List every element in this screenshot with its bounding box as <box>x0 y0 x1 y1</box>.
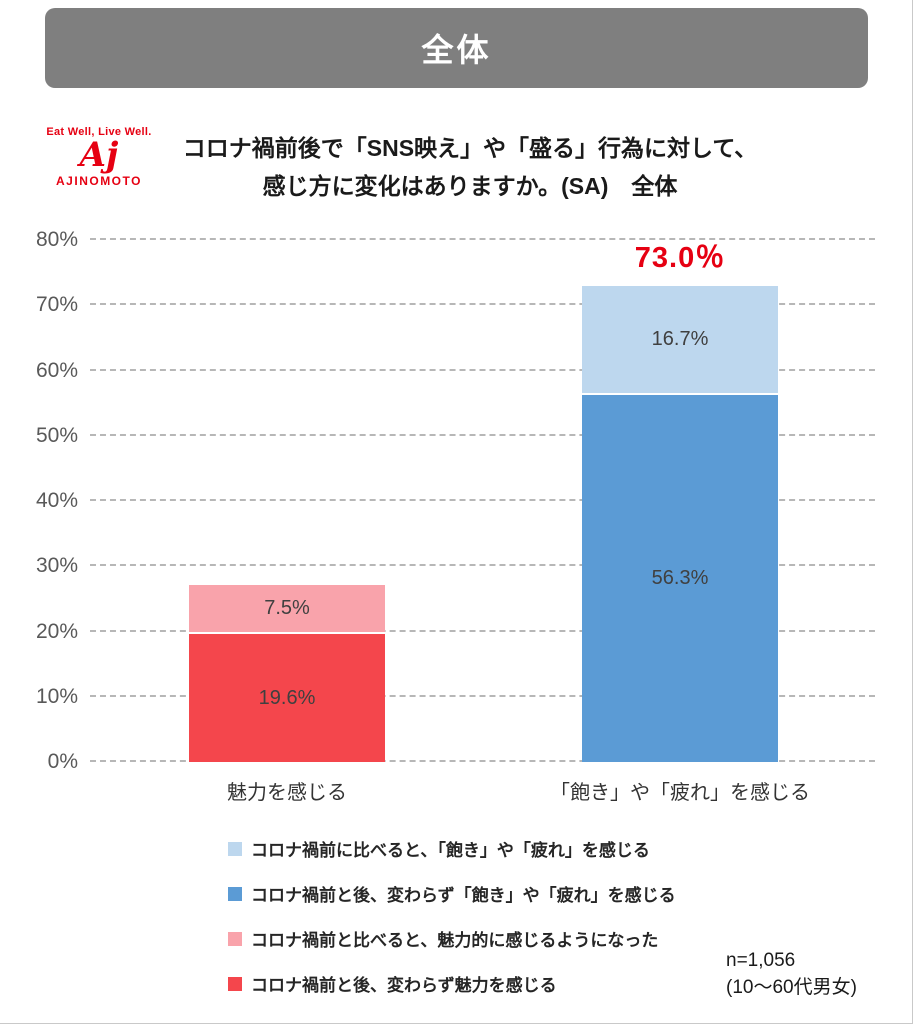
y-axis-tick: 40% <box>35 489 78 512</box>
legend-swatch <box>228 886 242 901</box>
chart-title: コロナ禍前後で「SNS映え」や「盛る」行為に対して、 感じ方に変化はありますか。… <box>150 130 790 206</box>
x-axis-label-tired: 「飽き」や「疲れ」を感じる <box>550 782 810 804</box>
legend: コロナ禍前に比べると、「飽き」や「疲れ」を感じるコロナ禍前と後、変わらず「飽き」… <box>228 836 676 1016</box>
bar-total-label: 73.0％ <box>634 241 726 274</box>
sample-size-scope: (10〜60代男女) <box>726 976 857 998</box>
gridline <box>90 433 875 436</box>
x-axis-label-attractive: 魅力を感じる <box>227 782 347 804</box>
legend-swatch <box>228 976 242 991</box>
y-axis: 0% 10% 20% 30% 40% 50% 60% 70% 80% <box>0 228 82 773</box>
bar-segment: 19.6% <box>189 634 385 762</box>
legend-label: コロナ禍前に比べると、「飽き」や「疲れ」を感じる <box>251 841 650 860</box>
y-axis-tick: 70% <box>35 293 78 317</box>
chart-title-line2: 感じ方に変化はありますか。(SA) 全体 <box>262 172 678 199</box>
sample-size-note: n=1,056 (10〜60代男女) <box>726 948 857 1001</box>
y-axis-tick: 60% <box>35 358 78 382</box>
sample-size-n: n=1,056 <box>726 950 796 971</box>
stacked-bar-chart: 0% 10% 20% 30% 40% 50% 60% 70% 80% 魅力を感じる 「飽き」や「… <box>0 226 912 806</box>
gridline <box>90 238 875 240</box>
gridline <box>90 499 875 501</box>
header-banner: 全体 <box>45 8 868 88</box>
legend-item: コロナ禍前と後、変わらず「飽き」や「疲れ」を感じる <box>228 881 676 906</box>
legend-item: コロナ禍前に比べると、「飽き」や「疲れ」を感じる <box>228 836 676 861</box>
legend-item: コロナ禍前と後、変わらず魅力を感じる <box>228 971 676 996</box>
ajinomoto-logo-mark-icon: Aj <box>79 135 119 175</box>
gridline <box>90 760 875 762</box>
y-axis-tick: 50% <box>35 423 78 447</box>
legend-label: コロナ禍前と比べると、魅力的に感じるようになった <box>251 931 659 950</box>
y-axis-tick: 80% <box>35 228 78 251</box>
legend-item: コロナ禍前と比べると、魅力的に感じるようになった <box>228 926 676 951</box>
legend-label: コロナ禍前と後、変わらず「飽き」や「疲れ」を感じる <box>251 886 676 905</box>
segment-value-label: 19.6% <box>258 686 316 709</box>
gridline <box>90 564 875 567</box>
gridline <box>90 629 875 632</box>
y-axis-tick: 0% <box>47 750 78 773</box>
bar-segment: 56.3% <box>582 394 778 762</box>
logo-brand-name: AJINOMOTO <box>56 173 142 188</box>
segment-value-label: 7.5% <box>264 597 310 620</box>
gridline <box>90 303 875 306</box>
legend-label: コロナ禍前と後、変わらず魅力を感じる <box>251 976 557 995</box>
y-axis-tick: 20% <box>35 619 78 643</box>
legend-swatch <box>228 931 242 946</box>
banner-title: 全体 <box>421 32 492 68</box>
segment-value-label: 56.3% <box>651 566 709 589</box>
legend-swatch <box>228 841 242 856</box>
plot-area: 魅力を感じる 「飽き」や「疲れ」を感じる 19.6% 7.5% 56.3% 16.7%… <box>90 238 875 804</box>
ajinomoto-logo: Eat Well, Live Well. Aj AJINOMOTO <box>40 126 158 188</box>
gridline <box>90 368 875 371</box>
y-axis-tick: 10% <box>35 684 78 708</box>
y-axis-tick: 30% <box>35 554 78 578</box>
gridline <box>90 694 875 697</box>
segment-value-label: 16.7% <box>651 327 709 350</box>
bar-segment: 7.5% <box>189 585 385 635</box>
chart-title-line1: コロナ禍前後で「SNS映え」や「盛る」行為に対して、 <box>182 135 758 161</box>
stacked-bar: 56.3% 16.7% 73.0％ <box>582 240 778 762</box>
bar-segment: 16.7% <box>582 285 778 395</box>
logo-tagline: Eat Well, Live Well. <box>46 126 152 138</box>
stacked-bar: 19.6% 7.5% <box>189 240 385 762</box>
